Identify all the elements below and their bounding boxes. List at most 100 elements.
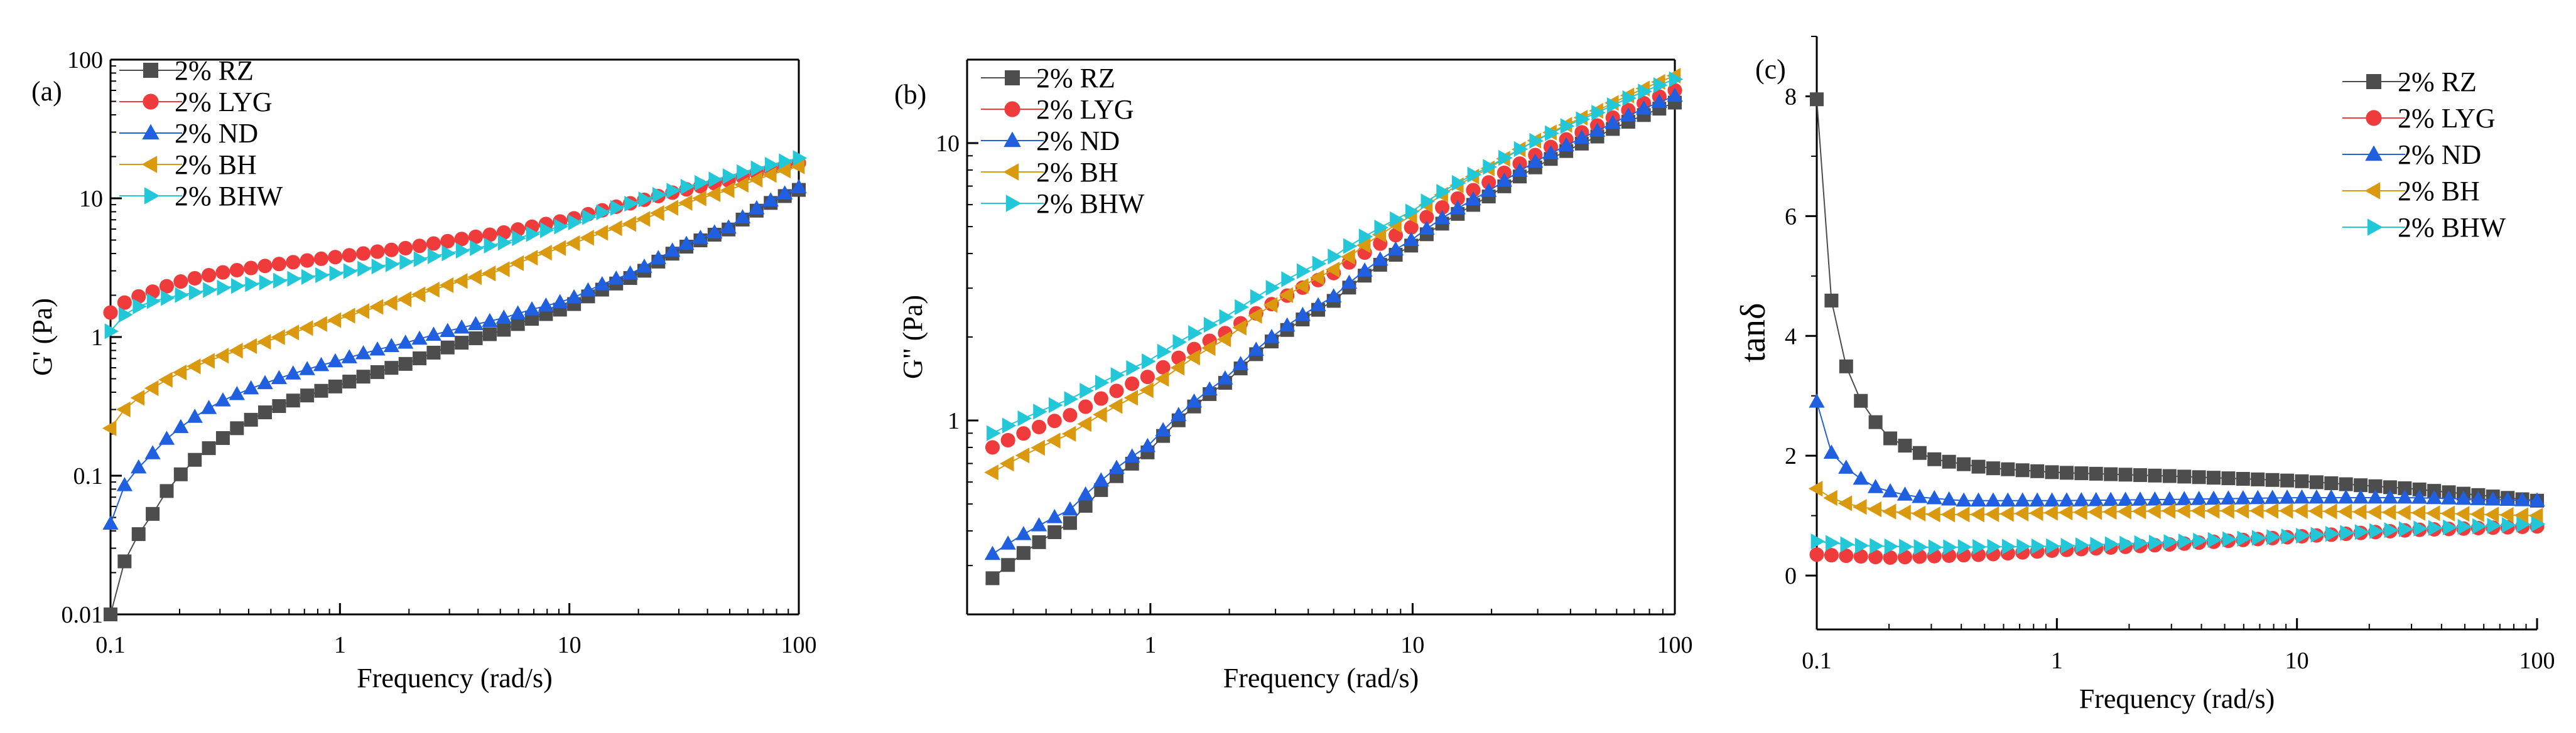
- data-point: [1837, 495, 1853, 511]
- data-point: [215, 265, 230, 280]
- data-point: [1312, 255, 1327, 272]
- data-point: [1016, 546, 1031, 560]
- data-point: [1264, 329, 1280, 343]
- data-point: [341, 308, 355, 324]
- data-point: [1296, 263, 1311, 279]
- data-point: [426, 236, 441, 251]
- data-point: [2367, 504, 2381, 520]
- data-point: [2514, 507, 2528, 523]
- y-axis-label: G' (Pa): [27, 298, 58, 376]
- data-point: [245, 276, 259, 292]
- data-point: [271, 370, 288, 385]
- data-point: [102, 420, 117, 436]
- data-point: [2281, 528, 2296, 545]
- data-point: [984, 545, 1001, 560]
- data-point: [692, 190, 706, 206]
- data-point: [384, 242, 399, 257]
- data-point: [2205, 490, 2222, 505]
- data-point: [779, 153, 793, 169]
- data-point: [2102, 491, 2119, 506]
- data-point: [565, 235, 580, 252]
- x-tick-label: 10: [1400, 632, 1424, 658]
- data-point: [256, 333, 271, 350]
- data-point: [1957, 539, 1973, 555]
- data-point: [1374, 219, 1389, 236]
- data-point: [2352, 503, 2367, 520]
- data-point: [2440, 505, 2455, 522]
- data-point: [1341, 274, 1358, 289]
- data-point: [1883, 550, 1898, 565]
- data-point: [1064, 391, 1079, 407]
- data-point: [158, 372, 173, 388]
- data-point: [1078, 399, 1093, 414]
- data-point: [2280, 473, 2295, 488]
- data-point: [2398, 481, 2412, 495]
- data-point: [1077, 415, 1091, 432]
- data-point: [594, 276, 610, 291]
- data-point: [608, 220, 622, 237]
- data-point: [1110, 367, 1125, 383]
- data-point: [540, 222, 555, 238]
- data-point: [441, 245, 457, 262]
- data-point: [103, 305, 118, 320]
- series-2-bhw: 2% BHW: [104, 150, 808, 340]
- data-point: [2457, 518, 2472, 535]
- y-tick-label: 0.1: [73, 463, 104, 490]
- legend-label: 2% BHW: [175, 181, 283, 211]
- data-point: [1171, 407, 1187, 421]
- data-point: [2060, 538, 2075, 554]
- data-point: [2425, 505, 2440, 522]
- data-point: [102, 515, 119, 530]
- data-point: [636, 211, 651, 227]
- data-point: [453, 273, 468, 289]
- data-point: [2031, 538, 2046, 555]
- data-point: [1172, 334, 1187, 350]
- data-point: [1188, 325, 1203, 341]
- data-point: [2162, 469, 2177, 483]
- data-point: [526, 226, 541, 242]
- data-point: [187, 270, 202, 286]
- x-tick-label: 0.1: [1802, 648, 1832, 674]
- data-point: [2264, 503, 2279, 519]
- data-point: [117, 554, 132, 569]
- data-point: [259, 274, 274, 291]
- data-point: [2131, 503, 2146, 520]
- data-point: [1498, 149, 1513, 166]
- data-point: [2485, 491, 2501, 506]
- data-point: [1032, 535, 1046, 549]
- data-point: [720, 219, 737, 233]
- data-point: [287, 270, 301, 287]
- data-point: [1356, 237, 1371, 254]
- data-point: [1808, 481, 1823, 497]
- data-point: [1943, 539, 1957, 555]
- data-point: [985, 571, 1000, 586]
- data-point: [1838, 459, 1854, 474]
- data-point: [1971, 459, 1986, 474]
- data-point: [610, 200, 625, 216]
- data-point: [1823, 490, 1837, 506]
- data-point: [2117, 503, 2131, 520]
- data-point: [1219, 309, 1234, 325]
- legend-marker: [144, 187, 160, 205]
- data-point: [1868, 550, 1883, 565]
- data-point: [131, 459, 147, 474]
- data-point: [371, 258, 386, 275]
- data-point: [622, 216, 636, 232]
- data-point: [525, 312, 539, 326]
- panel-label: (c): [1755, 54, 1786, 85]
- y-axis-label: tanδ: [1734, 303, 1773, 363]
- data-point: [383, 295, 398, 311]
- data-point: [1941, 491, 1957, 506]
- data-point: [342, 248, 357, 263]
- data-point: [1248, 341, 1264, 356]
- data-point: [2396, 505, 2411, 521]
- x-axis-label: Frequency (rad/s): [2079, 683, 2275, 714]
- data-point: [2073, 504, 2087, 520]
- y-tick-label: 1: [948, 408, 960, 434]
- y-tick-label: 8: [1785, 83, 1797, 110]
- data-point: [1046, 432, 1061, 449]
- data-point: [314, 383, 328, 398]
- data-point: [2249, 490, 2266, 505]
- data-point: [160, 484, 174, 498]
- data-point: [200, 400, 217, 414]
